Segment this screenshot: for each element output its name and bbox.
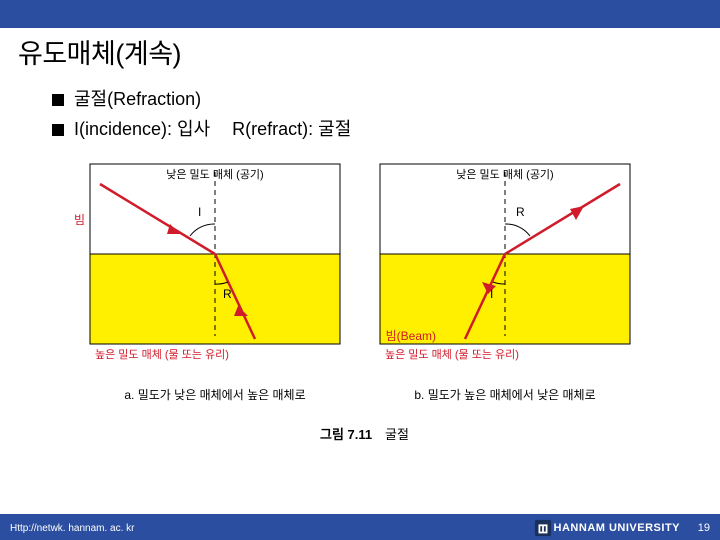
high-density-label-b: 높은 밀도 매체 (물 또는 유리) (385, 348, 519, 361)
incident-ray-a (100, 184, 215, 254)
label-R-a: R (223, 287, 232, 301)
refraction-svg: I R 빔 낮은 밀도 매체 (공기) 높은 밀도 매체 (물 또는 유리) (50, 154, 670, 464)
high-density-label-a: 높은 밀도 매체 (물 또는 유리) (95, 348, 229, 361)
footer-url: Http://netwk. hannam. ac. kr (10, 523, 135, 534)
beam-label-b: 빔(Beam) (386, 329, 436, 343)
caption-a: a. 밀도가 낮은 매체에서 높은 매체로 (124, 388, 305, 402)
beam-label-a: 빔 (74, 213, 85, 227)
bullet-1: 굴절(Refraction) (52, 86, 351, 114)
figure-number: 그림 7.11 (320, 427, 372, 442)
refraction-figure: I R 빔 낮은 밀도 매체 (공기) 높은 밀도 매체 (물 또는 유리) (50, 154, 670, 464)
panel-b: R I 빔(Beam) 낮은 밀도 매체 (공기) 높은 밀도 매체 (물 또는… (380, 164, 630, 361)
footer-university: HANNAM UNIVERSITY (554, 522, 680, 534)
label-R-b: R (516, 205, 525, 219)
university-logo-icon (534, 519, 552, 537)
figure-title: 굴절 (385, 427, 409, 442)
bullet-1-text: 굴절(Refraction) (74, 89, 201, 109)
label-I-a: I (198, 205, 201, 219)
bullet-2a-text: I(incidence): 입사 (74, 119, 210, 139)
low-density-label-b: 낮은 밀도 매체 (공기) (456, 168, 553, 181)
square-bullet-icon (52, 124, 64, 136)
panel-a: I R 빔 낮은 밀도 매체 (공기) 높은 밀도 매체 (물 또는 유리) (74, 164, 340, 361)
label-I-b: I (490, 287, 493, 301)
bullet-2: I(incidence): 입사 R(refract): 굴절 (52, 116, 351, 144)
bullet-list: 굴절(Refraction) I(incidence): 입사 R(refract… (52, 86, 351, 146)
top-bar (0, 0, 720, 28)
low-density-label-a: 낮은 밀도 매체 (공기) (166, 168, 263, 181)
bullet-2b-text: R(refract): 굴절 (232, 119, 351, 139)
page-title: 유도매체(계속) (18, 32, 181, 71)
square-bullet-icon (52, 94, 64, 106)
caption-b: b. 밀도가 높은 매체에서 낮은 매체로 (414, 388, 595, 402)
footer-page-number: 19 (698, 522, 710, 534)
refracted-ray-b (505, 184, 620, 254)
